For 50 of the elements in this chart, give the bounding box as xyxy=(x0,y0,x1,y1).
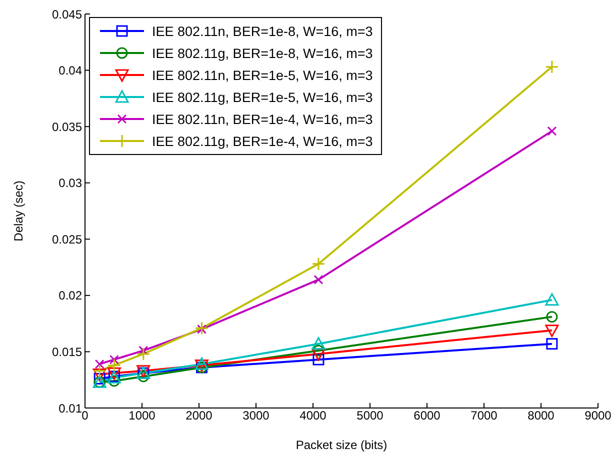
x-tick-label: 6000 xyxy=(414,408,441,423)
point xyxy=(312,257,326,271)
y-axis-title: Delay (sec) xyxy=(11,180,26,242)
y-tick-label: 0.025 xyxy=(52,232,82,246)
x-tick-label: 2000 xyxy=(186,408,213,423)
y-tick-label: 0.03 xyxy=(58,176,82,190)
point xyxy=(107,367,121,380)
legend-label: IEE 802.11g, BER=1e-8, W=16, m=3 xyxy=(152,46,373,60)
point xyxy=(545,293,559,306)
x-tick-label: 0 xyxy=(82,408,89,423)
point xyxy=(107,358,121,372)
x-tick-label: 4000 xyxy=(300,408,327,423)
x-tick-label: 1000 xyxy=(128,408,156,423)
point xyxy=(92,364,106,378)
point xyxy=(312,337,326,350)
y-tick-label: 0.04 xyxy=(58,64,82,78)
x-tick-label: 7000 xyxy=(470,408,498,423)
point xyxy=(136,347,150,361)
point xyxy=(546,338,558,350)
legend-label: IEE 802.11n, BER=1e-4, W=16, m=3 xyxy=(152,112,373,126)
point xyxy=(196,324,206,334)
point xyxy=(138,346,148,356)
point xyxy=(312,354,324,366)
point xyxy=(194,321,208,335)
point xyxy=(547,126,557,136)
legend-label: IEE 802.11g, BER=1e-4, W=16, m=3 xyxy=(152,134,373,148)
point xyxy=(546,311,558,323)
x-axis-title: Packet size (bits) xyxy=(296,438,388,452)
y-tick-label: 0.01 xyxy=(58,401,82,416)
point xyxy=(108,375,120,387)
legend-label: IEE 802.11n, BER=1e-8, W=16, m=3 xyxy=(152,24,373,38)
point xyxy=(312,344,324,356)
x-tick-label: 5000 xyxy=(356,408,384,423)
x-tick-label: 9000 xyxy=(584,408,612,423)
point xyxy=(314,274,324,284)
point xyxy=(138,370,150,382)
point xyxy=(94,359,104,369)
point xyxy=(545,324,559,338)
legend-label: IEE 802.11g, BER=1e-5, W=16, m=3 xyxy=(152,90,373,104)
y-tick-label: 0.015 xyxy=(52,344,82,359)
legend-label: IEE 802.11n, BER=1e-5, W=16, m=3 xyxy=(152,68,373,82)
point xyxy=(109,354,119,364)
point xyxy=(92,368,106,381)
x-tick-label: 3000 xyxy=(242,408,270,423)
y-tick-label: 0.035 xyxy=(52,120,82,134)
point xyxy=(545,60,559,74)
point xyxy=(94,372,106,384)
x-tick-label: 8000 xyxy=(528,408,555,423)
y-tick-label: 0.02 xyxy=(58,288,82,303)
y-tick-label: 0.045 xyxy=(52,7,82,22)
